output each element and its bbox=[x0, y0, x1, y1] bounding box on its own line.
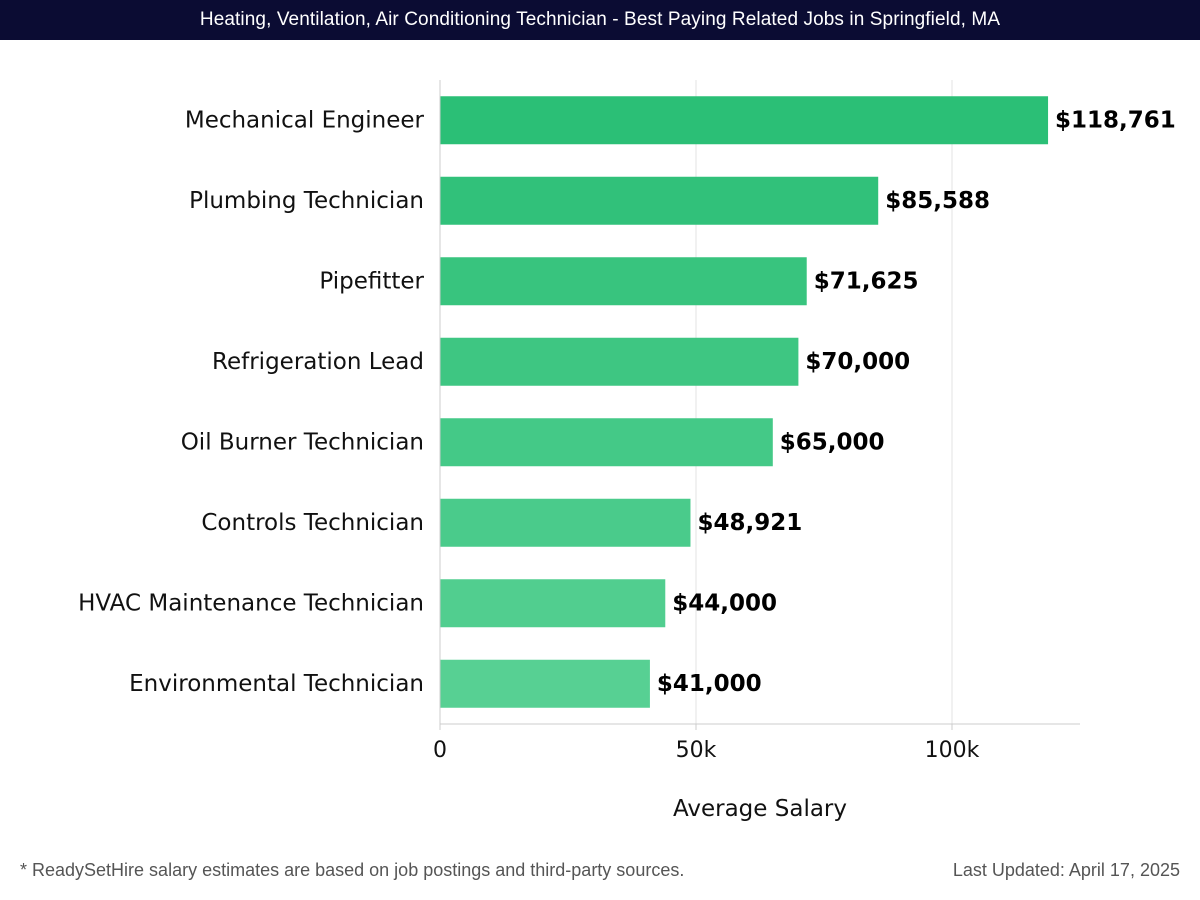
chart-title: Heating, Ventilation, Air Conditioning T… bbox=[0, 0, 1200, 40]
bar bbox=[440, 96, 1049, 145]
x-tick-label: 50k bbox=[676, 738, 717, 763]
value-label: $48,921 bbox=[697, 510, 802, 536]
value-label: $41,000 bbox=[657, 671, 762, 697]
category-label: Environmental Technician bbox=[129, 671, 424, 697]
category-label: HVAC Maintenance Technician bbox=[78, 590, 424, 616]
value-label: $71,625 bbox=[814, 268, 919, 294]
category-label: Pipefitter bbox=[319, 268, 424, 294]
value-label: $85,588 bbox=[885, 188, 990, 214]
x-tick-label: 0 bbox=[433, 738, 447, 763]
last-updated: Last Updated: April 17, 2025 bbox=[952, 860, 1180, 880]
category-label: Refrigeration Lead bbox=[212, 349, 424, 375]
category-label: Plumbing Technician bbox=[189, 188, 424, 214]
bar bbox=[440, 659, 650, 708]
category-label: Mechanical Engineer bbox=[185, 107, 425, 133]
category-label: Oil Burner Technician bbox=[181, 429, 424, 455]
bar bbox=[440, 337, 799, 386]
bar bbox=[440, 418, 773, 467]
category-label: Controls Technician bbox=[201, 510, 424, 536]
value-label: $65,000 bbox=[780, 429, 885, 455]
footer-note: * ReadySetHire salary estimates are base… bbox=[20, 860, 685, 880]
value-label: $70,000 bbox=[805, 349, 910, 375]
value-label: $118,761 bbox=[1055, 107, 1176, 133]
bar bbox=[440, 257, 807, 306]
bar bbox=[440, 498, 691, 547]
bar bbox=[440, 579, 666, 628]
bar bbox=[440, 176, 879, 225]
bar-chart: Mechanical Engineer $118,761 Plumbing Tech… bbox=[78, 80, 1176, 822]
x-axis-title: Average Salary bbox=[673, 796, 847, 822]
value-label: $44,000 bbox=[672, 590, 777, 616]
x-tick-label: 100k bbox=[925, 738, 980, 763]
